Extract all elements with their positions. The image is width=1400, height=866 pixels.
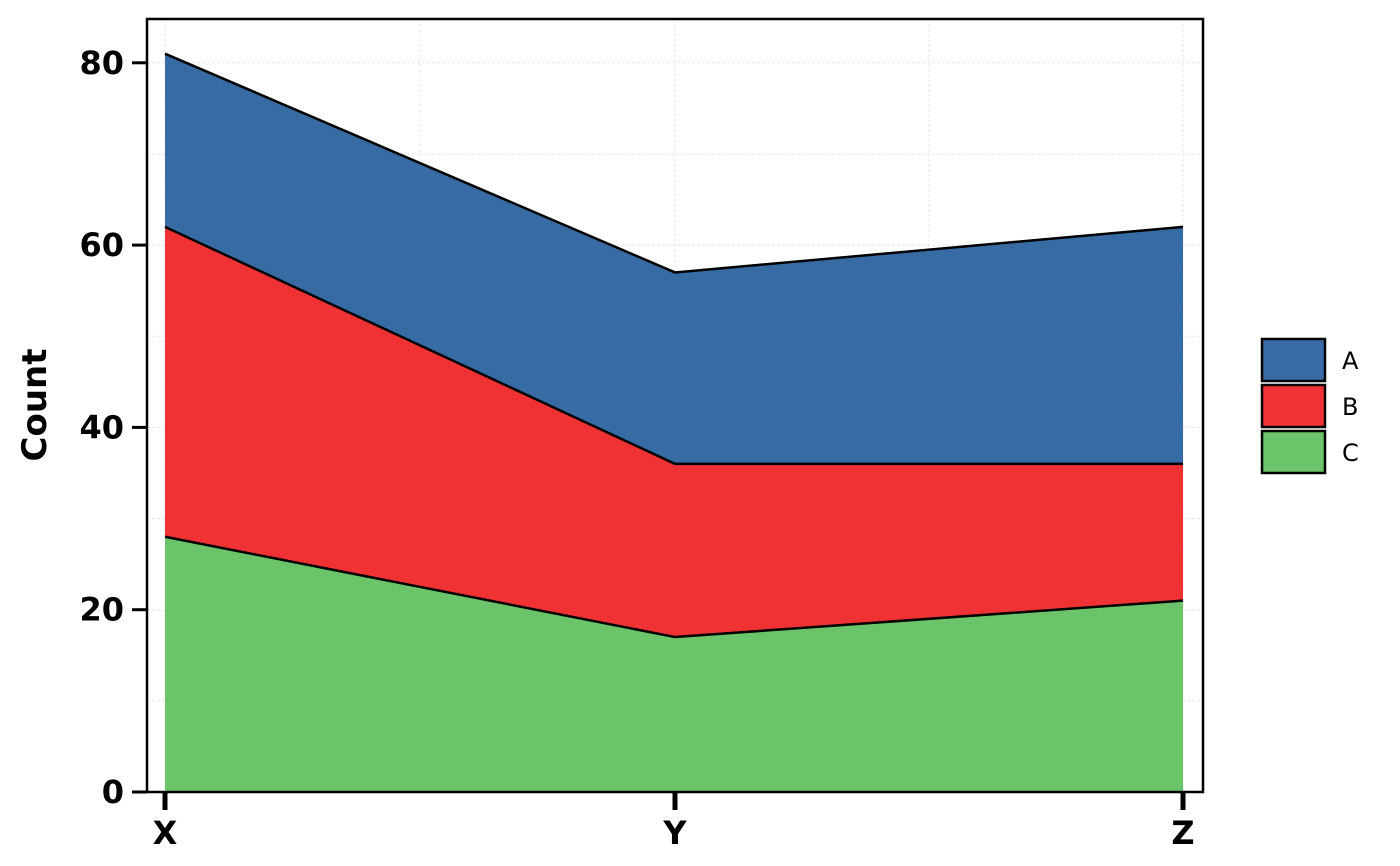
x-tick-label: Z <box>1171 814 1194 852</box>
x-axis: X Y Z <box>153 792 1195 852</box>
legend-label-B: B <box>1342 393 1358 421</box>
x-tick-label: X <box>153 814 178 852</box>
legend: ABC <box>1260 337 1359 475</box>
y-tick-label: 0 <box>102 773 124 811</box>
area-series-group <box>164 52 1184 792</box>
series-outline-C <box>164 535 1184 639</box>
area-series-A <box>165 53 1183 464</box>
series-outline-B <box>164 225 1183 466</box>
legend-swatch-A <box>1260 337 1327 383</box>
legend-swatch-C <box>1260 429 1327 475</box>
y-axis: 0 20 40 60 80 <box>79 44 147 811</box>
legend-label-C: C <box>1342 439 1359 467</box>
y-tick-label: 20 <box>79 591 124 629</box>
legend-swatch-B <box>1260 383 1327 429</box>
y-tick-label: 60 <box>79 226 124 264</box>
area-series-B <box>165 226 1183 638</box>
y-axis-title: Count <box>15 349 55 462</box>
y-tick-label: 80 <box>79 44 124 82</box>
area-series-C <box>165 536 1183 792</box>
series-outline-A <box>164 52 1184 274</box>
legend-label-A: A <box>1342 347 1359 375</box>
x-tick-label: Y <box>662 814 687 852</box>
y-tick-label: 40 <box>79 408 124 446</box>
